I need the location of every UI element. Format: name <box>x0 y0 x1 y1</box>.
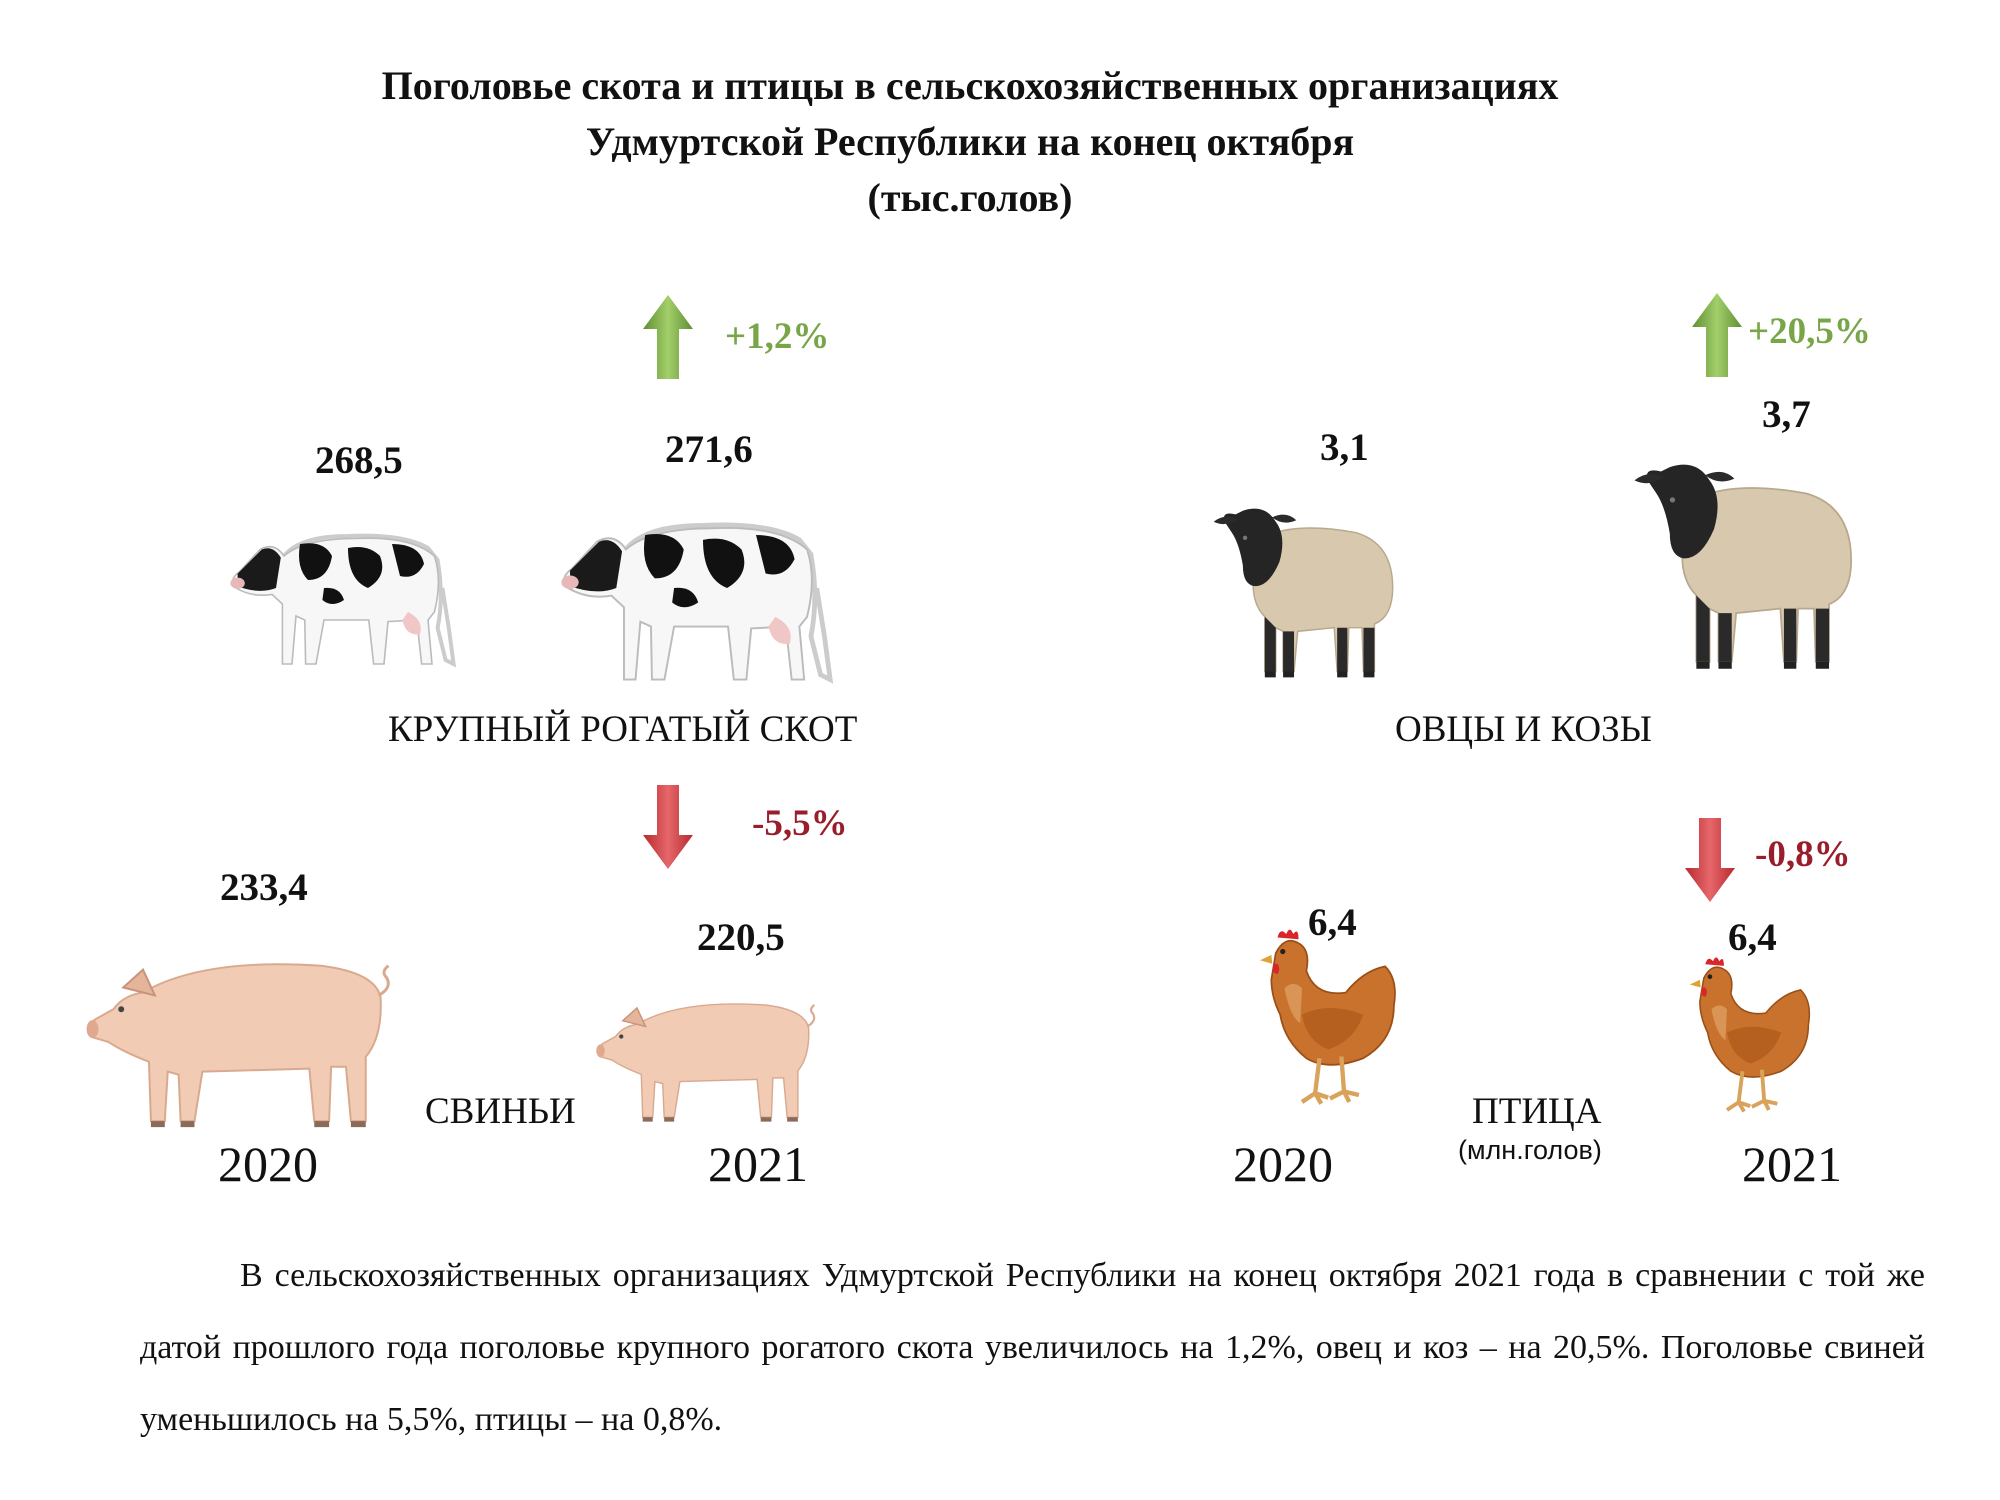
poultry-value-2020: 6,4 <box>1308 901 1357 944</box>
cattle-value-2021: 271,6 <box>665 428 753 471</box>
summary-paragraph: В сельскохозяйственных организациях Удму… <box>140 1240 1925 1456</box>
chicken-icon <box>1232 912 1407 1117</box>
sheep-icon <box>1210 485 1400 690</box>
sheep-value-2020: 3,1 <box>1320 426 1369 469</box>
cattle-value-2020: 268,5 <box>315 439 403 482</box>
pig-icon <box>72 938 412 1136</box>
poultry-value-2021: 6,4 <box>1728 916 1777 959</box>
summary-text: В сельскохозяйственных организациях Удму… <box>140 1257 1925 1438</box>
title-line-3: (тыс.голов) <box>867 175 1073 220</box>
sheep-value-2021: 3,7 <box>1762 393 1811 436</box>
cattle-change: +1,2% <box>725 316 830 357</box>
sheep-change: +20,5% <box>1748 311 1871 352</box>
cattle-category: КРУПНЫЙ РОГАТЫЙ СКОТ <box>388 709 858 750</box>
pigs-value-2020: 233,4 <box>220 866 308 909</box>
cow-icon <box>228 500 468 676</box>
pig-icon <box>586 985 831 1128</box>
sheep-icon <box>1630 440 1860 680</box>
title-line-1: Поголовье скота и птицы в сельскохозяйст… <box>381 63 1559 108</box>
cow-icon <box>558 482 848 694</box>
year-label-cattle-pigs-2021: 2021 <box>708 1136 808 1192</box>
chicken-icon <box>1665 945 1820 1120</box>
arrow-down-icon <box>643 785 693 869</box>
pigs-category: СВИНЬИ <box>425 1091 576 1132</box>
poultry-category: ПТИЦА <box>1472 1091 1602 1132</box>
arrow-up-icon <box>1692 293 1742 377</box>
arrow-up-icon <box>643 295 693 379</box>
arrow-down-icon <box>1685 818 1735 902</box>
year-label-sheep-poultry-2020: 2020 <box>1233 1136 1333 1192</box>
poultry-change: -0,8% <box>1755 834 1851 875</box>
page-title: Поголовье скота и птицы в сельскохозяйст… <box>200 58 1740 226</box>
pigs-value-2021: 220,5 <box>697 916 785 959</box>
pigs-change: -5,5% <box>752 803 848 844</box>
sheep-category: ОВЦЫ И КОЗЫ <box>1395 709 1652 750</box>
year-label-sheep-poultry-2021: 2021 <box>1742 1136 1842 1192</box>
poultry-unit: (млн.голов) <box>1458 1135 1602 1165</box>
title-line-2: Удмуртской Республики на конец октября <box>585 119 1355 164</box>
year-label-cattle-pigs-2020: 2020 <box>218 1136 318 1192</box>
